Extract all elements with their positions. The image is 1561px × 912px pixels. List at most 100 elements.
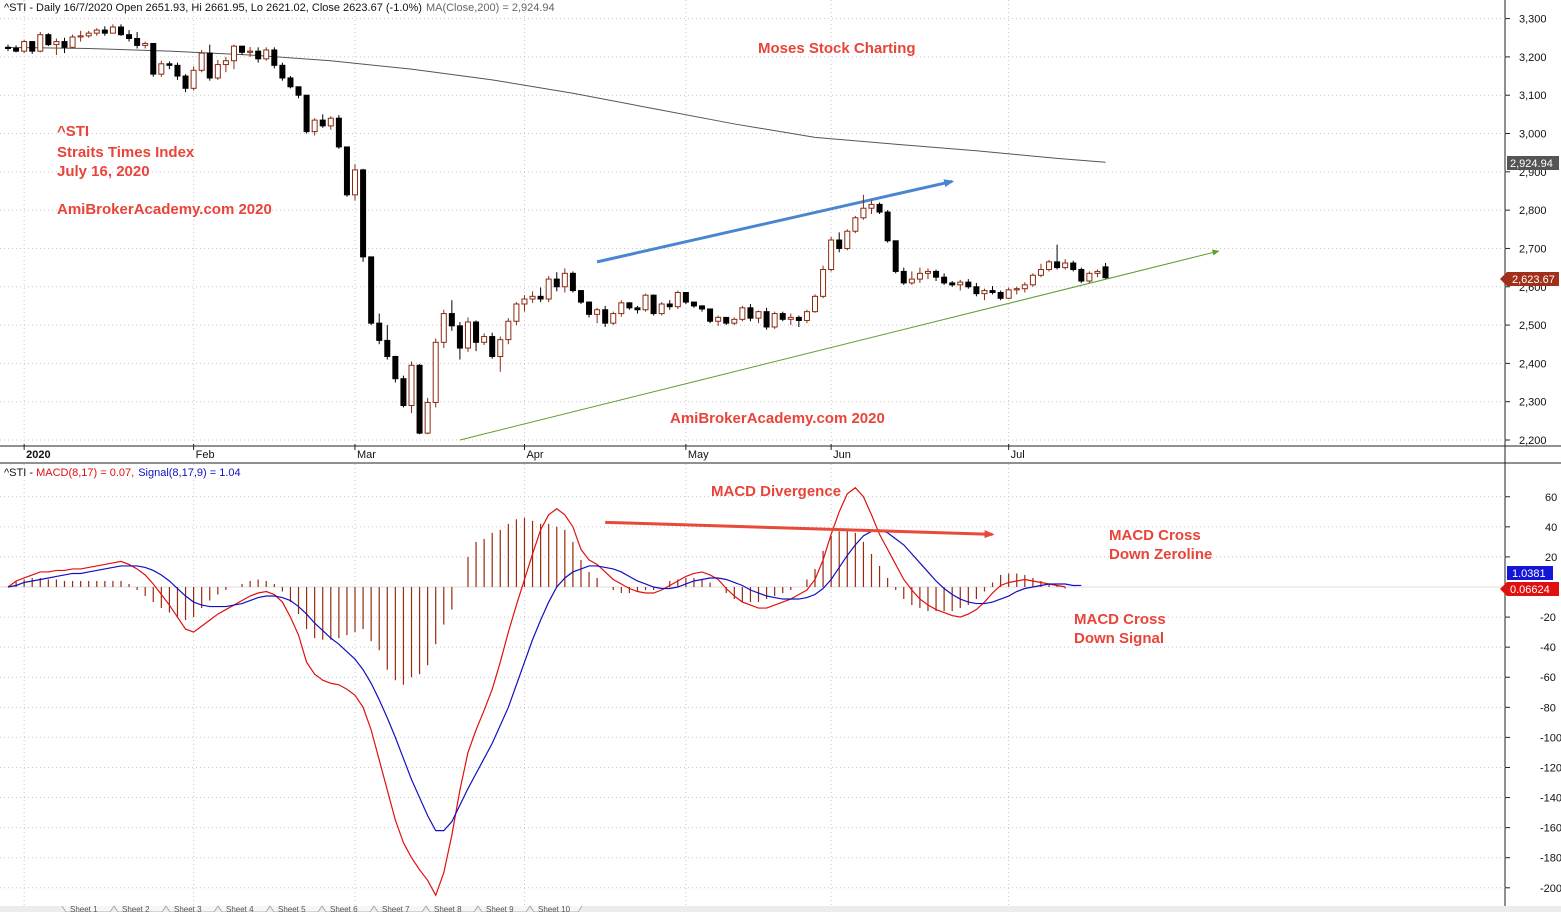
candle-body[interactable] bbox=[45, 34, 52, 46]
candle-body[interactable] bbox=[497, 339, 504, 357]
candle-body[interactable] bbox=[343, 146, 350, 196]
candle-body[interactable] bbox=[690, 301, 697, 307]
candle-body[interactable] bbox=[230, 45, 237, 62]
candle-body[interactable] bbox=[61, 41, 68, 48]
candle-body[interactable] bbox=[836, 239, 843, 249]
sheet-tab[interactable]: Sheet 6 bbox=[321, 905, 375, 912]
candle-body[interactable] bbox=[432, 341, 439, 403]
candle-body[interactable] bbox=[682, 292, 689, 303]
ma200-line[interactable] bbox=[7, 46, 1106, 163]
candle-body[interactable] bbox=[13, 47, 20, 52]
candle-body[interactable] bbox=[117, 26, 124, 36]
candle-body[interactable] bbox=[489, 336, 496, 357]
macd-panel[interactable] bbox=[0, 486, 1505, 897]
candle-body[interactable] bbox=[287, 77, 294, 88]
candle-body[interactable] bbox=[626, 302, 633, 309]
candle-body[interactable] bbox=[190, 69, 197, 89]
candle-body[interactable] bbox=[319, 119, 326, 127]
candle-body[interactable] bbox=[521, 298, 528, 305]
candle-body[interactable] bbox=[602, 309, 609, 324]
candle-body[interactable] bbox=[214, 64, 221, 79]
candle-body[interactable] bbox=[206, 52, 213, 79]
candle-body[interactable] bbox=[311, 119, 318, 133]
candle-body[interactable] bbox=[142, 42, 149, 46]
sheet-tab[interactable]: Sheet 3 bbox=[165, 905, 219, 912]
candle-body[interactable] bbox=[908, 278, 915, 284]
candle-body[interactable] bbox=[699, 305, 706, 310]
candle-body[interactable] bbox=[126, 34, 133, 40]
candle-body[interactable] bbox=[456, 325, 463, 349]
candle-body[interactable] bbox=[674, 292, 681, 308]
candle-body[interactable] bbox=[973, 286, 980, 295]
sheet-tab[interactable]: Sheet 4 bbox=[217, 905, 271, 912]
candle-body[interactable] bbox=[666, 303, 673, 308]
candle-body[interactable] bbox=[997, 292, 1004, 299]
candle-body[interactable] bbox=[376, 322, 383, 341]
candle-body[interactable] bbox=[779, 313, 786, 320]
candle-body[interactable] bbox=[900, 270, 907, 284]
candle-body[interactable] bbox=[295, 86, 302, 96]
candle-body[interactable] bbox=[222, 60, 229, 66]
candle-body[interactable] bbox=[1086, 272, 1093, 282]
macd-line[interactable] bbox=[7, 486, 1066, 897]
candle-body[interactable] bbox=[965, 281, 972, 288]
sheet-tab[interactable]: Sheet 5 bbox=[269, 905, 323, 912]
candle-body[interactable] bbox=[174, 64, 181, 77]
candle-body[interactable] bbox=[1013, 288, 1020, 291]
candle-body[interactable] bbox=[569, 272, 576, 292]
sheet-tab[interactable]: Sheet 9 bbox=[477, 905, 531, 912]
candle-body[interactable] bbox=[634, 307, 641, 311]
candle-body[interactable] bbox=[384, 339, 391, 357]
candle-body[interactable] bbox=[481, 336, 488, 343]
candle-body[interactable] bbox=[255, 50, 262, 60]
candle-body[interactable] bbox=[21, 41, 28, 52]
candle-body[interactable] bbox=[723, 316, 730, 324]
candle-body[interactable] bbox=[795, 316, 802, 321]
candle-body[interactable] bbox=[812, 295, 818, 313]
candle-body[interactable] bbox=[868, 203, 875, 209]
candle-body[interactable] bbox=[1094, 270, 1101, 274]
candle-body[interactable] bbox=[37, 34, 44, 52]
candle-body[interactable] bbox=[440, 313, 447, 343]
candle-body[interactable] bbox=[787, 316, 794, 320]
candle-body[interactable] bbox=[1021, 284, 1028, 290]
candle-body[interactable] bbox=[715, 316, 722, 322]
candle-body[interactable] bbox=[820, 269, 827, 297]
candle-body[interactable] bbox=[561, 272, 568, 288]
candle-body[interactable] bbox=[892, 240, 899, 272]
candle-body[interactable] bbox=[707, 308, 714, 322]
candle-body[interactable] bbox=[473, 321, 480, 343]
candle-body[interactable] bbox=[529, 295, 536, 300]
candle-body[interactable] bbox=[1029, 274, 1036, 286]
candle-body[interactable] bbox=[400, 378, 407, 407]
divergence-arrow[interactable] bbox=[605, 520, 995, 539]
candle-body[interactable] bbox=[182, 75, 189, 89]
candle-body[interactable] bbox=[844, 230, 851, 249]
price-panel[interactable] bbox=[5, 24, 1220, 441]
candle-body[interactable] bbox=[77, 35, 84, 38]
candle-body[interactable] bbox=[150, 42, 157, 75]
support-trendline[interactable] bbox=[459, 249, 1220, 441]
candle-body[interactable] bbox=[1070, 262, 1077, 271]
candle-body[interactable] bbox=[93, 29, 100, 34]
sheet-tab[interactable]: Sheet 2 bbox=[113, 905, 167, 912]
candle-body[interactable] bbox=[513, 303, 520, 322]
candle-body[interactable] bbox=[416, 364, 423, 434]
candle-body[interactable] bbox=[1005, 289, 1012, 299]
candle-body[interactable] bbox=[5, 46, 11, 49]
candle-body[interactable] bbox=[949, 282, 956, 286]
candle-body[interactable] bbox=[739, 307, 746, 320]
candle-body[interactable] bbox=[29, 41, 36, 52]
candle-body[interactable] bbox=[803, 311, 810, 321]
candle-body[interactable] bbox=[852, 217, 859, 232]
candle-body[interactable] bbox=[279, 64, 286, 79]
candle-body[interactable] bbox=[1054, 261, 1061, 269]
candle-body[interactable] bbox=[658, 303, 665, 315]
candle-body[interactable] bbox=[771, 313, 778, 328]
candle-body[interactable] bbox=[1078, 269, 1085, 282]
candle-body[interactable] bbox=[271, 49, 278, 66]
sheet-tab[interactable]: Sheet 8 bbox=[425, 905, 479, 912]
candle-body[interactable] bbox=[101, 29, 108, 34]
candle-body[interactable] bbox=[916, 272, 923, 280]
